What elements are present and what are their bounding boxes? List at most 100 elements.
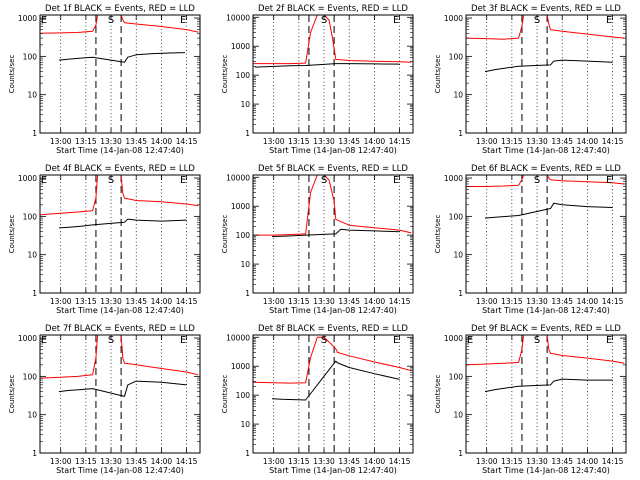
- x-tick-label: 13:45: [551, 137, 573, 146]
- marker-label: E: [393, 175, 399, 186]
- x-tick-label: 13:30: [313, 137, 335, 146]
- x-tick-label: 13:30: [526, 297, 548, 306]
- x-tick-label: 13:30: [313, 457, 335, 466]
- y-tick-label: 10000: [226, 333, 250, 342]
- y-tick-label: 10: [240, 260, 250, 269]
- y-tick-label: 100: [236, 391, 251, 400]
- x-tick-label: 13:00: [476, 457, 498, 466]
- x-tick-label: 14:00: [364, 137, 386, 146]
- y-tick-label: 10: [27, 251, 37, 260]
- plot-frame: [465, 174, 627, 294]
- y-tick-label: 10: [453, 411, 463, 420]
- x-axis-label: Start Time (14-Jan-08 12:47:40): [482, 306, 610, 315]
- y-tick-label: 1: [32, 289, 37, 298]
- y-tick-label: 100: [449, 372, 464, 381]
- x-axis-label: Start Time (14-Jan-08 12:47:40): [269, 466, 397, 475]
- plot-frame: [39, 14, 201, 134]
- x-tick-label: 14:00: [151, 297, 173, 306]
- marker-label: S: [108, 335, 114, 346]
- y-tick-label: 100: [449, 52, 464, 61]
- detector-panel-1: Det 1f BLACK = Events, RED = LLD 1 10 100 10…: [8, 4, 201, 155]
- x-tick-label: 14:15: [389, 457, 411, 466]
- x-tick-label: 13:45: [125, 297, 147, 306]
- panel-title: Det 2f BLACK = Events, RED = LLD: [258, 4, 408, 14]
- marker-label: E: [606, 175, 612, 186]
- x-tick-label: 13:30: [526, 457, 548, 466]
- plot-frame: [465, 334, 627, 454]
- lld-series-line: [253, 14, 412, 65]
- x-tick-label: 13:30: [526, 137, 548, 146]
- y-tick-label: 100: [236, 71, 251, 80]
- x-tick-label: 13:15: [501, 297, 523, 306]
- marker-label: E: [180, 15, 186, 26]
- lld-series-line: [40, 334, 199, 379]
- x-tick-label: 14:00: [364, 457, 386, 466]
- y-axis-label: Counts/sec: [8, 55, 16, 94]
- y-axis-label: Counts/sec: [8, 375, 16, 414]
- y-tick-label: 1: [458, 129, 463, 138]
- detector-panel-2: Det 2f BLACK = Events, RED = LLD 1 10 100 10…: [221, 4, 414, 155]
- events-series-line: [484, 59, 613, 73]
- y-tick-label: 1000: [231, 202, 250, 211]
- x-tick-label: 14:00: [151, 137, 173, 146]
- y-tick-label: 10000: [226, 13, 250, 22]
- detector-panel-3: Det 3f BLACK = Events, RED = LLD 1 10 100 10…: [434, 4, 627, 155]
- y-tick-label: 1: [458, 449, 463, 458]
- marker-label: S: [534, 335, 540, 346]
- x-axis-label: Start Time (14-Jan-08 12:47:40): [56, 466, 184, 475]
- x-tick-label: 13:15: [501, 457, 523, 466]
- panel-title: Det 7f BLACK = Events, RED = LLD: [45, 324, 195, 334]
- y-tick-label: 1: [32, 449, 37, 458]
- x-tick-label: 13:30: [100, 137, 122, 146]
- x-axis-label: Start Time (14-Jan-08 12:47:40): [56, 306, 184, 315]
- x-tick-label: 13:15: [288, 297, 310, 306]
- x-tick-label: 14:15: [389, 297, 411, 306]
- x-tick-label: 14:00: [577, 297, 599, 306]
- lld-series-line: [253, 174, 412, 236]
- x-tick-label: 13:15: [75, 137, 97, 146]
- y-axis-label: Counts/sec: [221, 55, 229, 94]
- x-tick-label: 13:45: [125, 457, 147, 466]
- marker-label: E: [180, 175, 186, 186]
- panel-title: Det 6f BLACK = Events, RED = LLD: [471, 164, 621, 174]
- panel-title: Det 4f BLACK = Events, RED = LLD: [45, 164, 195, 174]
- y-tick-label: 100: [23, 372, 38, 381]
- marker-label: E: [606, 335, 612, 346]
- events-series-line: [484, 378, 613, 393]
- marker-label: S: [321, 335, 327, 346]
- y-tick-label: 10: [240, 100, 250, 109]
- y-tick-label: 1000: [444, 334, 463, 343]
- marker-label: E: [41, 175, 47, 186]
- lld-series-line: [40, 14, 199, 34]
- detector-panel-6: Det 6f BLACK = Events, RED = LLD 1 10 100 10…: [434, 164, 627, 315]
- x-tick-label: 14:15: [176, 297, 198, 306]
- y-tick-label: 1: [458, 289, 463, 298]
- x-tick-label: 14:15: [602, 137, 624, 146]
- x-tick-label: 13:45: [551, 457, 573, 466]
- x-tick-label: 14:15: [176, 137, 198, 146]
- x-tick-label: 13:45: [125, 137, 147, 146]
- x-tick-label: 14:00: [364, 297, 386, 306]
- y-tick-label: 1000: [18, 334, 37, 343]
- panel-title: Det 9f BLACK = Events, RED = LLD: [471, 324, 621, 334]
- events-series-line: [484, 202, 613, 219]
- marker-label: E: [41, 335, 47, 346]
- y-tick-label: 100: [23, 52, 38, 61]
- x-axis-label: Start Time (14-Jan-08 12:47:40): [269, 146, 397, 155]
- x-tick-label: 13:00: [476, 297, 498, 306]
- x-tick-label: 14:15: [602, 457, 624, 466]
- marker-label: E: [393, 335, 399, 346]
- x-tick-label: 14:00: [577, 137, 599, 146]
- marker-label: E: [467, 335, 473, 346]
- detector-panel-7: Det 7f BLACK = Events, RED = LLD 1 10 100 10…: [8, 324, 201, 475]
- plot-frame: [252, 334, 414, 454]
- x-axis-label: Start Time (14-Jan-08 12:47:40): [269, 306, 397, 315]
- marker-label: E: [180, 335, 186, 346]
- x-tick-label: 13:00: [263, 297, 285, 306]
- events-series-line: [58, 52, 185, 63]
- y-axis-label: Counts/sec: [434, 375, 442, 414]
- x-tick-label: 13:00: [50, 457, 72, 466]
- events-series-line: [271, 360, 400, 401]
- plot-frame: [39, 334, 201, 454]
- x-tick-label: 13:45: [338, 457, 360, 466]
